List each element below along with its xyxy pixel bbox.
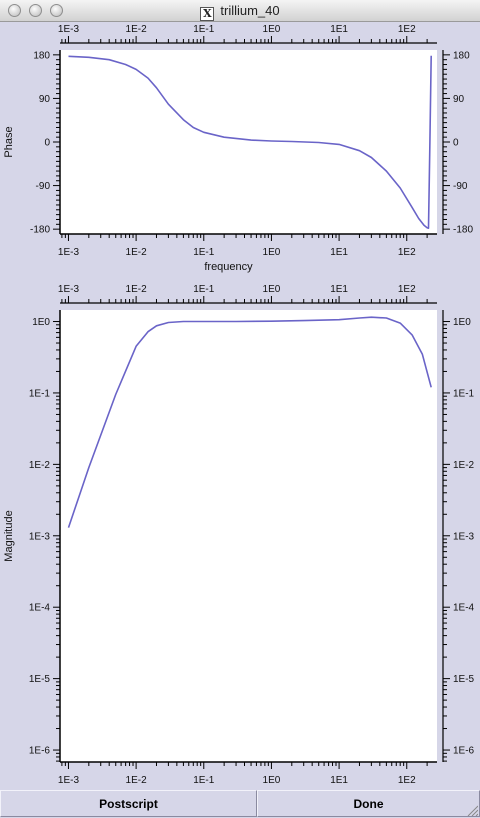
x-tick-label-top-1-5: 1E2 bbox=[398, 284, 416, 295]
x-tick-label-bottom-0-2: 1E-1 bbox=[193, 247, 215, 258]
x-tick-label-top-1-4: 1E1 bbox=[330, 284, 348, 295]
x-tick-label-top-0-2: 1E-1 bbox=[193, 24, 215, 35]
y-tick-label-right-0-4: -180 bbox=[453, 225, 473, 236]
done-button[interactable]: Done bbox=[257, 790, 480, 817]
x-tick-label-top-1-2: 1E-1 bbox=[193, 284, 215, 295]
y-tick-label-right-0-1: 90 bbox=[453, 94, 465, 105]
window-title-text: trillium_40 bbox=[220, 3, 280, 18]
y-tick-label-left-1-2: 1E-2 bbox=[29, 460, 51, 471]
x-tick-label-top-1-0: 1E-3 bbox=[58, 284, 80, 295]
y-tick-label-left-0-2: 0 bbox=[44, 138, 50, 149]
x-tick-label-bottom-0-3: 1E0 bbox=[263, 247, 281, 258]
x-tick-label-bottom-0-0: 1E-3 bbox=[58, 247, 80, 258]
y-tick-label-right-1-4: 1E-4 bbox=[453, 603, 475, 614]
y-tick-label-left-0-3: -90 bbox=[36, 181, 51, 192]
y-tick-label-right-1-0: 1E0 bbox=[453, 317, 471, 328]
y-tick-label-left-1-5: 1E-5 bbox=[29, 674, 51, 685]
y-tick-label-right-0-3: -90 bbox=[453, 181, 468, 192]
plot-area-1 bbox=[60, 310, 437, 762]
close-window-icon[interactable] bbox=[8, 4, 21, 17]
x-tick-label-bottom-1-2: 1E-1 bbox=[193, 775, 215, 786]
y-tick-label-right-1-3: 1E-3 bbox=[453, 531, 475, 542]
y-tick-label-left-0-4: -180 bbox=[30, 225, 50, 236]
y-tick-label-left-1-1: 1E-1 bbox=[29, 388, 51, 399]
x-tick-label-bottom-0-1: 1E-2 bbox=[126, 247, 148, 258]
bode-plot-canvas: 1E-3 1E-3 1E-2 1E-2 1E-1 1E-1 1E0 1E0 1E1 1E1 1E2 1… bbox=[3, 24, 475, 786]
y-tick-label-right-0-0: 180 bbox=[453, 50, 470, 61]
y-tick-label-right-1-2: 1E-2 bbox=[453, 460, 475, 471]
y-tick-label-left-1-0: 1E0 bbox=[32, 317, 50, 328]
y-tick-label-left-0-0: 180 bbox=[33, 50, 50, 61]
y-tick-label-right-1-5: 1E-5 bbox=[453, 674, 475, 685]
y-axis-label-1: Magnitude bbox=[3, 510, 15, 561]
y-tick-label-left-1-4: 1E-4 bbox=[29, 603, 51, 614]
x-tick-label-top-1-3: 1E0 bbox=[263, 284, 281, 295]
x11-logo-icon: X bbox=[200, 7, 215, 21]
x-tick-label-top-1-1: 1E-2 bbox=[126, 284, 148, 295]
y-tick-label-left-1-6: 1E-6 bbox=[29, 746, 51, 757]
x-axis-label-0: frequency bbox=[204, 261, 253, 273]
y-tick-label-left-1-3: 1E-3 bbox=[29, 531, 51, 542]
x-tick-label-top-0-1: 1E-2 bbox=[126, 24, 148, 35]
y-axis-label-0: Phase bbox=[3, 126, 15, 157]
x-tick-label-bottom-0-5: 1E2 bbox=[398, 247, 416, 258]
x-tick-label-bottom-1-0: 1E-3 bbox=[58, 775, 80, 786]
x-tick-label-top-0-5: 1E2 bbox=[398, 24, 416, 35]
x-tick-label-bottom-1-5: 1E2 bbox=[398, 775, 416, 786]
resize-grip-icon[interactable] bbox=[466, 804, 478, 816]
x-tick-label-bottom-1-3: 1E0 bbox=[263, 775, 281, 786]
series-line-0-0 bbox=[68, 55, 432, 229]
y-tick-label-right-0-2: 0 bbox=[453, 138, 459, 149]
postscript-button[interactable]: Postscript bbox=[0, 790, 257, 817]
x-tick-label-top-0-4: 1E1 bbox=[330, 24, 348, 35]
x-tick-label-top-0-0: 1E-3 bbox=[58, 24, 80, 35]
y-tick-label-right-1-6: 1E-6 bbox=[453, 746, 475, 757]
x-tick-label-bottom-1-4: 1E1 bbox=[330, 775, 348, 786]
x-tick-label-bottom-0-4: 1E1 bbox=[330, 247, 348, 258]
x-tick-label-top-0-3: 1E0 bbox=[263, 24, 281, 35]
series-line-1-0 bbox=[67, 316, 432, 528]
y-tick-label-left-0-1: 90 bbox=[39, 94, 51, 105]
button-bar: Postscript Done bbox=[0, 790, 480, 818]
plot-area-0 bbox=[60, 50, 437, 234]
minimize-window-icon[interactable] bbox=[29, 4, 42, 17]
zoom-window-icon[interactable] bbox=[50, 4, 63, 17]
y-tick-label-right-1-1: 1E-1 bbox=[453, 388, 475, 399]
x-tick-label-bottom-1-1: 1E-2 bbox=[126, 775, 148, 786]
